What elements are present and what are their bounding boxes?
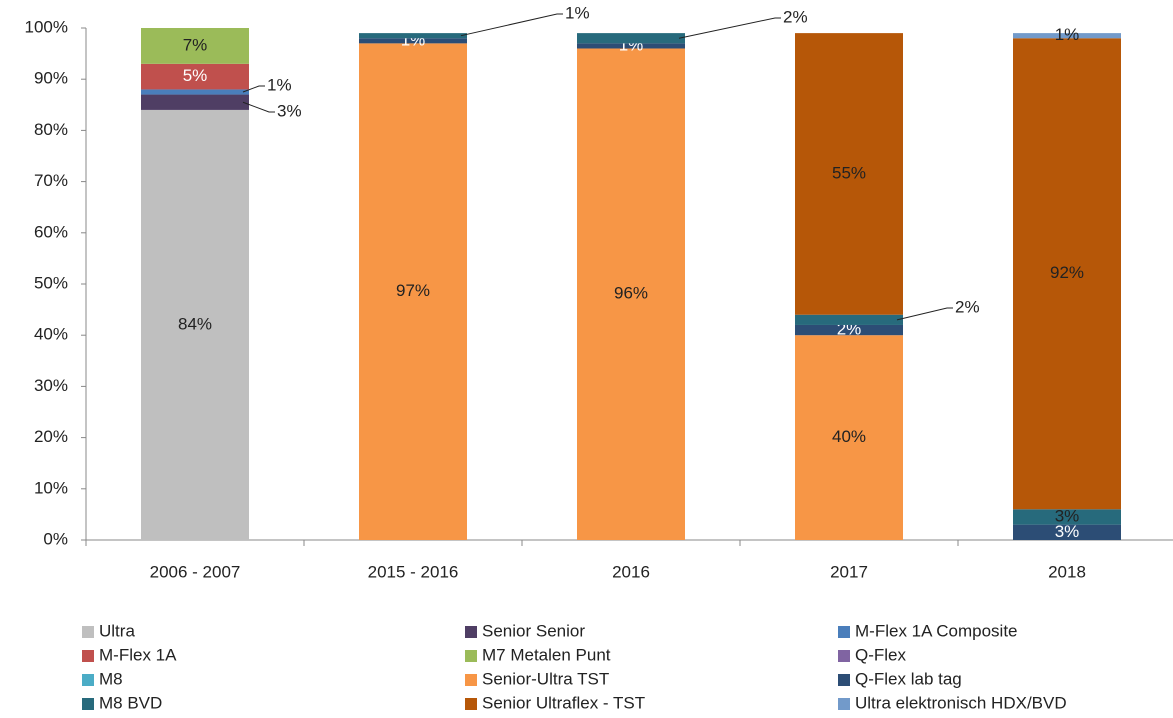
legend-label: M-Flex 1A xyxy=(99,645,177,664)
y-tick-label: 40% xyxy=(34,325,68,344)
value-label: 7% xyxy=(183,35,208,54)
callout-line xyxy=(460,13,563,37)
bar-segment xyxy=(1013,509,1121,525)
value-label: 84% xyxy=(178,314,212,333)
legend-label: M8 BVD xyxy=(99,693,162,712)
legend-label: Q-Flex lab tag xyxy=(855,669,962,688)
bar-segment xyxy=(795,335,903,540)
legend-swatch xyxy=(838,674,850,686)
y-tick-label: 100% xyxy=(25,17,68,36)
value-label: 2% xyxy=(955,297,980,316)
legend-swatch xyxy=(465,650,477,662)
bar-segment xyxy=(141,109,249,541)
value-label: 92% xyxy=(1050,263,1084,282)
legend-label: Q-Flex xyxy=(855,645,907,664)
legend-label: Ultra elektronisch HDX/BVD xyxy=(855,693,1067,712)
value-label: 3% xyxy=(1055,522,1080,541)
legend-label: M-Flex 1A Composite xyxy=(855,621,1018,640)
bar-segment xyxy=(359,33,467,39)
bar-segment xyxy=(141,63,249,90)
legend-swatch xyxy=(465,698,477,710)
callout-line xyxy=(896,307,953,321)
bar-segment xyxy=(577,33,685,44)
value-label: 97% xyxy=(396,281,430,300)
legend-swatch xyxy=(465,626,477,638)
value-label: 1% xyxy=(565,3,590,22)
y-tick-label: 50% xyxy=(34,273,68,292)
legend-swatch xyxy=(838,626,850,638)
legend-label: Senior-Ultra TST xyxy=(482,669,609,688)
value-label: 55% xyxy=(832,163,866,182)
y-tick-label: 70% xyxy=(34,171,68,190)
bar-segment xyxy=(1013,524,1121,540)
bar-segment xyxy=(359,38,467,44)
y-tick-label: 20% xyxy=(34,427,68,446)
value-label: 1% xyxy=(1055,25,1080,44)
bar-segment xyxy=(1013,33,1121,39)
legend-label: Senior Ultraflex - TST xyxy=(482,693,645,712)
bar-segment xyxy=(141,28,249,64)
bar-segment xyxy=(1013,38,1121,510)
legend-label: Ultra xyxy=(99,621,135,640)
bar-segment xyxy=(141,89,249,95)
x-tick-label: 2017 xyxy=(830,562,868,581)
x-tick-label: 2015 - 2016 xyxy=(368,562,459,581)
bar-segment xyxy=(795,314,903,325)
y-tick-label: 80% xyxy=(34,120,68,139)
value-label: 3% xyxy=(1055,506,1080,525)
legend-swatch xyxy=(82,698,94,710)
bar-segment xyxy=(795,324,903,336)
legend-swatch xyxy=(465,674,477,686)
y-tick-label: 10% xyxy=(34,478,68,497)
bar-segment xyxy=(795,33,903,315)
bar-segment xyxy=(141,94,249,110)
value-label: 5% xyxy=(183,66,208,85)
legend-label: M8 xyxy=(99,669,123,688)
callout-line xyxy=(242,101,275,113)
value-label: 3% xyxy=(277,101,302,120)
bar-segment xyxy=(359,43,467,541)
y-tick-label: 0% xyxy=(43,529,68,548)
legend-swatch xyxy=(838,698,850,710)
legend-label: Senior Senior xyxy=(482,621,585,640)
legend-swatch xyxy=(82,626,94,638)
x-tick-label: 2018 xyxy=(1048,562,1086,581)
value-label: 1% xyxy=(267,75,292,94)
callout-line xyxy=(678,17,781,39)
bar-segment xyxy=(577,43,685,49)
x-tick-label: 2006 - 2007 xyxy=(150,562,241,581)
bar-segment xyxy=(577,48,685,540)
value-label: 96% xyxy=(614,284,648,303)
legend-swatch xyxy=(82,674,94,686)
callout-line xyxy=(242,85,265,93)
value-label: 2% xyxy=(783,7,808,26)
x-tick-label: 2016 xyxy=(612,562,650,581)
y-tick-label: 90% xyxy=(34,69,68,88)
legend-label: M7 Metalen Punt xyxy=(482,645,611,664)
y-tick-label: 60% xyxy=(34,222,68,241)
y-tick-label: 30% xyxy=(34,376,68,395)
legend-swatch xyxy=(82,650,94,662)
value-label: 40% xyxy=(832,427,866,446)
legend-swatch xyxy=(838,650,850,662)
